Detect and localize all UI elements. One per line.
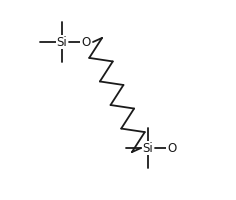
Text: Si: Si [57,36,67,49]
Text: O: O [167,142,177,155]
Text: Si: Si [143,142,153,155]
Text: O: O [81,36,91,49]
